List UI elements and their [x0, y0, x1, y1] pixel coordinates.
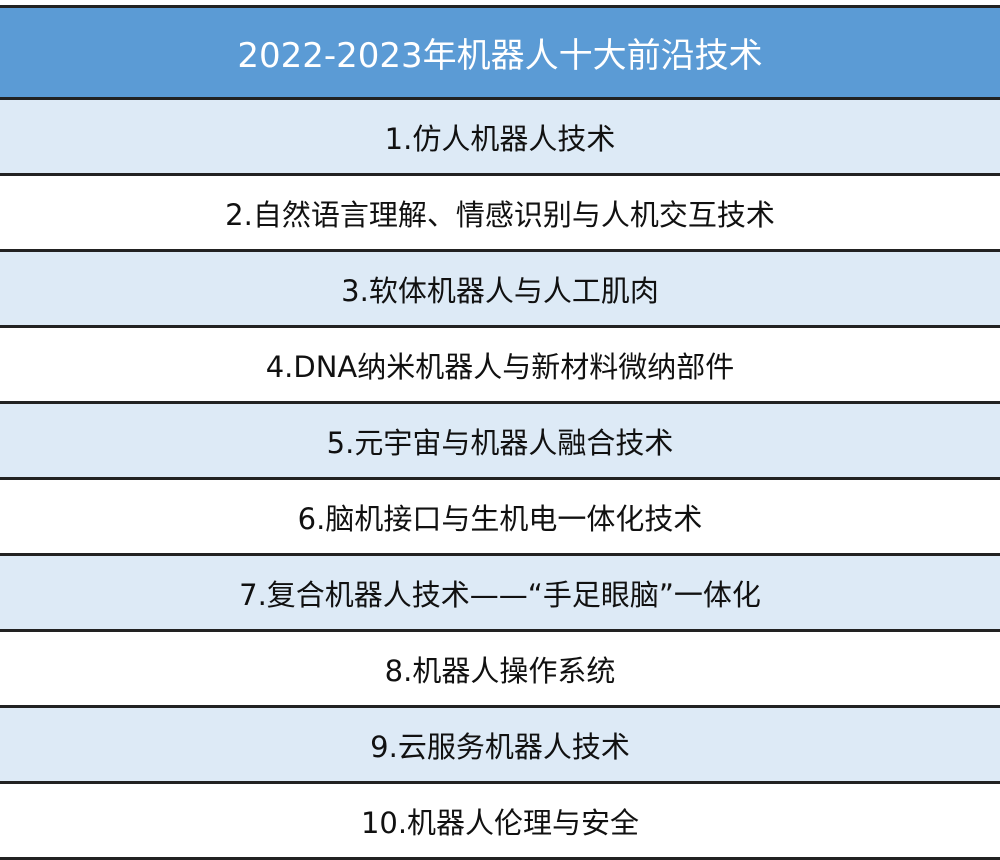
table-row: 8.机器人操作系统: [0, 632, 1000, 708]
table-body: 1.仿人机器人技术 2.自然语言理解、情感识别与人机交互技术 3.软体机器人与人工肌…: [0, 100, 1000, 860]
table-title: 2022-2023年机器人十大前沿技术: [0, 8, 1000, 100]
table-row: 5.元宇宙与机器人融合技术: [0, 404, 1000, 480]
table-row: 9.云服务机器人技术: [0, 708, 1000, 784]
table-row: 7.复合机器人技术——“手足眼脑”一体化: [0, 556, 1000, 632]
table-row: 4.DNA纳米机器人与新材料微纳部件: [0, 328, 1000, 404]
table-row: 10.机器人伦理与安全: [0, 784, 1000, 860]
table-row: 3.软体机器人与人工肌肉: [0, 252, 1000, 328]
tech-table: 2022-2023年机器人十大前沿技术 1.仿人机器人技术 2.自然语言理解、情感…: [0, 5, 1000, 860]
table-row: 1.仿人机器人技术: [0, 100, 1000, 176]
table-row: 6.脑机接口与生机电一体化技术: [0, 480, 1000, 556]
table-row: 2.自然语言理解、情感识别与人机交互技术: [0, 176, 1000, 252]
